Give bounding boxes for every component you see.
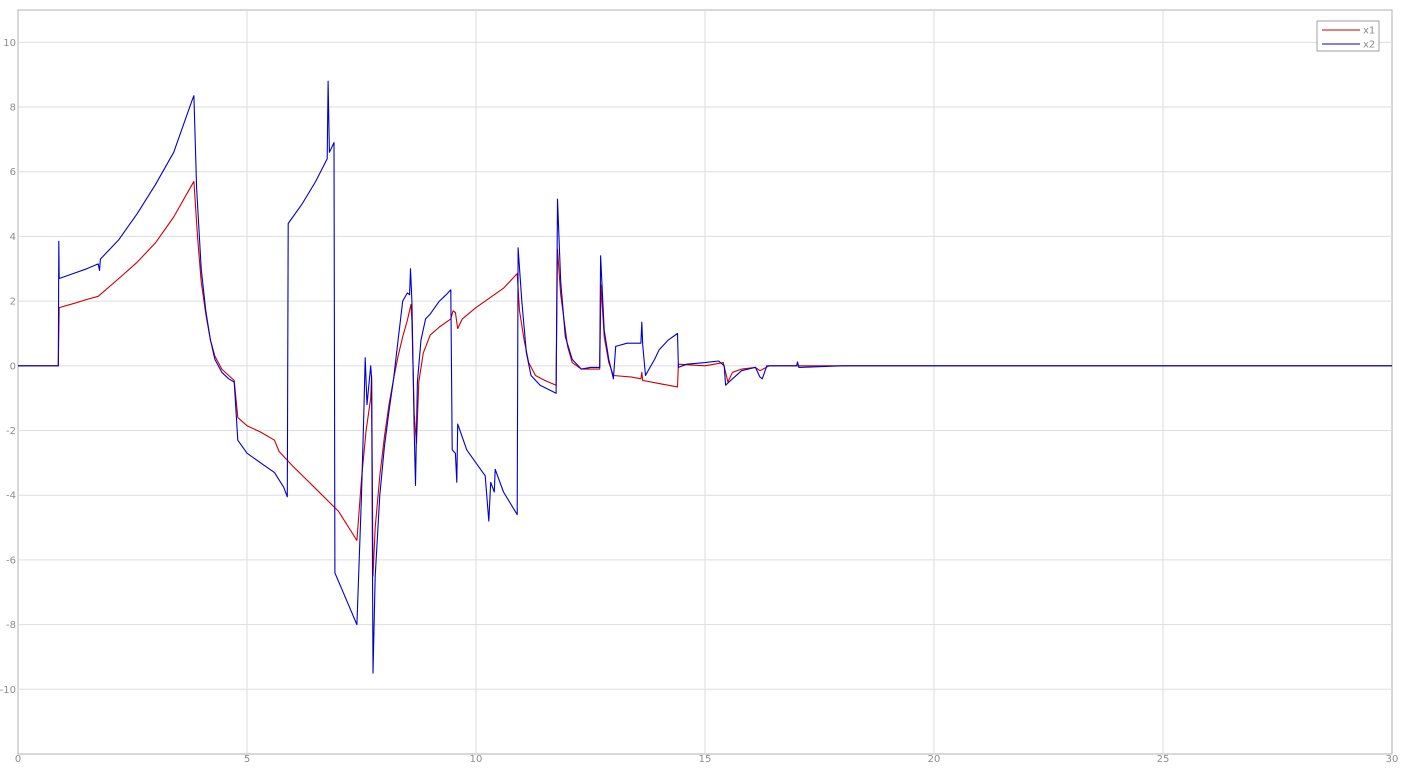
x-tick-label: 25: [1157, 754, 1170, 765]
legend-label-x2: x2: [1363, 40, 1375, 51]
y-tick-label: 10: [3, 38, 16, 49]
y-tick-label: -2: [6, 426, 16, 437]
x-tick-label: 10: [470, 754, 483, 765]
y-tick-label: 6: [10, 167, 16, 178]
x-tick-label: 20: [928, 754, 941, 765]
x-tick-label: 0: [15, 754, 21, 765]
grid-lines: [18, 10, 1392, 754]
series-line-x2: [18, 80, 1392, 674]
y-tick-label: -8: [6, 620, 16, 631]
y-tick-label: 0: [10, 361, 16, 372]
data-series: [18, 80, 1392, 674]
legend-box: [1316, 20, 1380, 52]
y-tick-label: 4: [10, 232, 16, 243]
y-tick-label: -6: [6, 555, 16, 566]
y-tick-label: -4: [6, 491, 16, 502]
x-tick-label: 30: [1386, 754, 1399, 765]
legend: x1 x2: [1316, 20, 1380, 52]
y-tick-label: -10: [0, 685, 16, 696]
x-tick-label: 15: [699, 754, 712, 765]
y-tick-label: 8: [10, 103, 16, 114]
legend-label-x1: x1: [1363, 26, 1375, 37]
x-tick-label: 5: [244, 754, 250, 765]
y-tick-label: 2: [10, 297, 16, 308]
